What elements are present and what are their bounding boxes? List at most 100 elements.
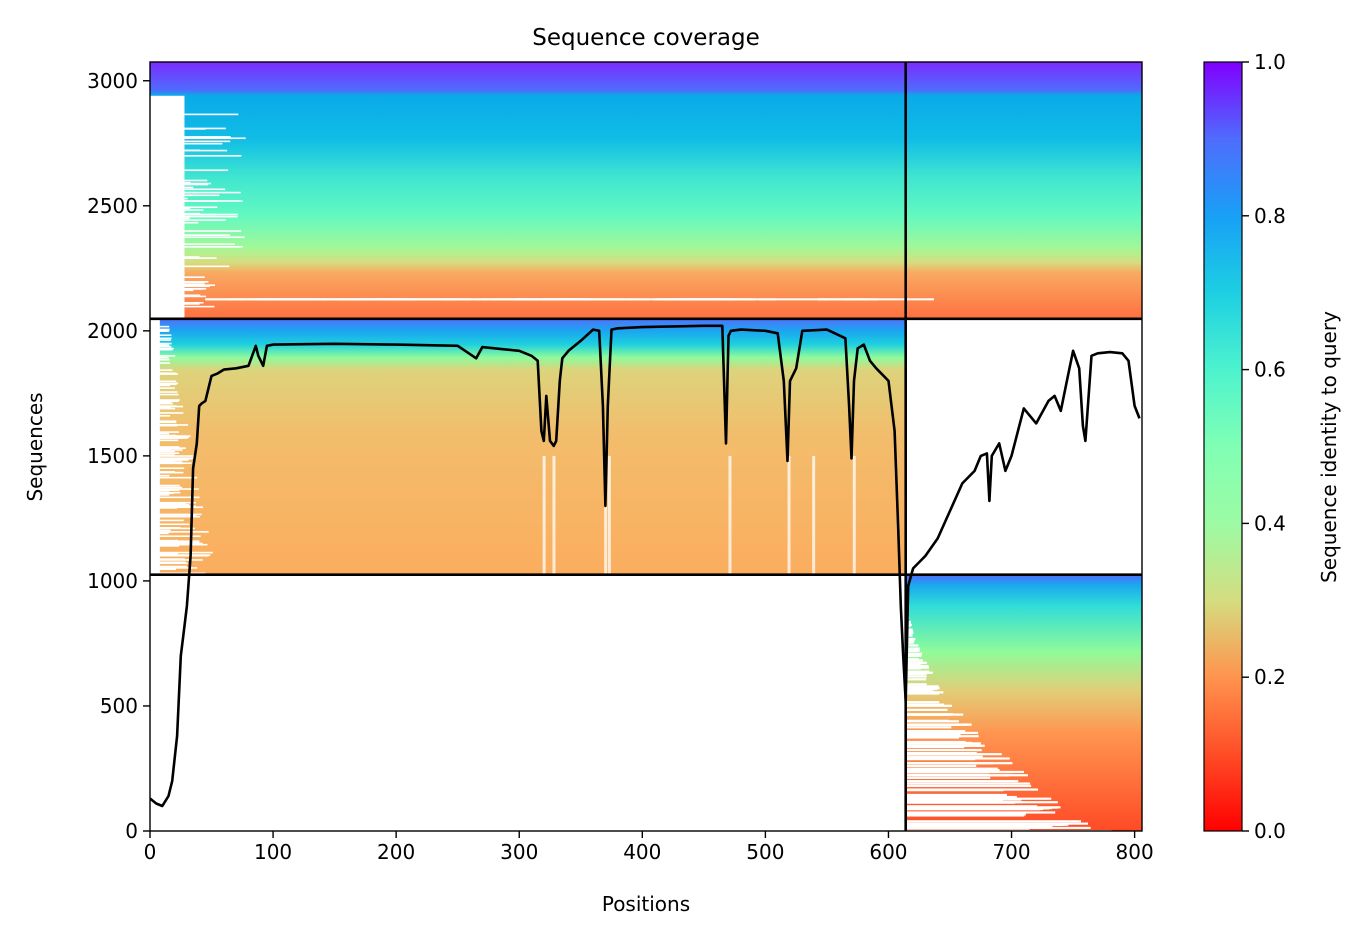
gap-mark [150, 471, 176, 473]
gap-mark [905, 678, 927, 681]
gap-mark [150, 285, 210, 288]
gap-mark [150, 347, 174, 350]
gap-mark [905, 814, 1025, 817]
gap-mark [150, 415, 171, 417]
gap-mark [905, 741, 972, 745]
x-axis-label: Positions [602, 892, 690, 916]
gap-mark [206, 298, 276, 301]
gap-mark [150, 188, 226, 191]
gap-mark [150, 294, 201, 297]
gap-mark [150, 503, 190, 506]
heatmap-block-2 [150, 318, 906, 575]
y-tick-label: 0 [125, 819, 138, 843]
x-tick-label: 700 [992, 840, 1030, 864]
gap-mark [150, 467, 185, 470]
gap-mark [150, 542, 200, 544]
gap-mark [150, 572, 206, 575]
gap-mark [905, 789, 1004, 792]
gap-mark [150, 276, 205, 279]
gap-mark [150, 283, 205, 285]
gap-mark [150, 527, 195, 530]
gap-mark [1085, 455, 1089, 575]
gap-mark [905, 762, 1013, 765]
gap-mark [905, 782, 1031, 785]
gap-mark [150, 372, 176, 375]
gap-mark [150, 281, 205, 284]
gap-mark [150, 215, 238, 218]
y-tick-label: 2000 [87, 319, 138, 343]
gap-mark [150, 301, 204, 304]
x-tick-label: 200 [377, 840, 415, 864]
gap-mark [257, 298, 351, 301]
gap-mark [150, 401, 172, 404]
gap-mark [150, 355, 176, 357]
gap-mark [150, 384, 171, 387]
gap-mark [150, 207, 191, 210]
gap-mark [905, 784, 1032, 788]
gap-mark [150, 219, 226, 221]
colorbar-tick-label: 1.0 [1254, 50, 1286, 74]
colorbar-tick-label: 0.0 [1254, 819, 1286, 843]
gap-mark [150, 213, 238, 216]
gap-mark [150, 565, 187, 568]
gap-mark [905, 801, 1016, 804]
gap-mark [905, 690, 935, 693]
gap-mark [150, 334, 172, 337]
gap-mark [905, 683, 927, 686]
colorbar-tick-label: 0.4 [1254, 511, 1286, 535]
gap-mark [150, 382, 179, 385]
gap-mark [905, 723, 972, 726]
gap-mark [905, 733, 961, 737]
gap-mark [150, 531, 170, 534]
chart-title: Sequence coverage [532, 25, 760, 51]
gap-mark [905, 770, 986, 773]
gap-mark [905, 824, 1053, 828]
gap-mark [150, 182, 212, 185]
gap-mark [905, 652, 923, 655]
gap-mark [150, 337, 172, 340]
gap-mark [150, 387, 175, 389]
gap-mark [905, 749, 982, 752]
gap-mark [542, 455, 546, 575]
gap-mark [150, 179, 208, 182]
y-tick-label: 1000 [87, 569, 138, 593]
gap-mark [905, 797, 1052, 800]
gap-mark [150, 486, 176, 488]
gap-mark [150, 545, 180, 547]
gap-mark [905, 795, 1017, 799]
gap-mark [905, 820, 1081, 823]
gap-mark [905, 664, 929, 668]
gap-mark [787, 455, 791, 575]
gap-mark [905, 666, 929, 669]
gap-mark [1036, 455, 1040, 575]
gap-mark [150, 369, 173, 371]
gap-mark [150, 243, 235, 245]
gap-mark [607, 455, 611, 575]
gap-mark [905, 637, 916, 641]
gap-mark [905, 663, 920, 666]
gap-mark [905, 807, 1031, 810]
gap-mark [150, 284, 216, 286]
gap-mark [375, 298, 474, 301]
colorbar-tick-label: 0.2 [1254, 665, 1286, 689]
gap-mark [150, 455, 195, 457]
gap-mark [905, 671, 933, 674]
gap-mark [905, 768, 1000, 772]
gap-mark [552, 455, 556, 575]
gap-mark [150, 421, 177, 423]
gap-mark [359, 298, 395, 301]
gap-mark [150, 246, 243, 248]
gap-mark [150, 531, 209, 533]
gap-mark [905, 758, 976, 761]
gap-mark [150, 265, 230, 268]
y-tick-label: 500 [100, 694, 138, 718]
gap-mark [150, 303, 200, 305]
gap-mark [150, 459, 189, 461]
gap-mark [662, 298, 697, 301]
gap-mark [905, 780, 1019, 783]
gap-mark [905, 685, 933, 689]
gap-mark [483, 298, 513, 301]
gap-mark [150, 449, 183, 451]
gap-mark [150, 431, 180, 433]
